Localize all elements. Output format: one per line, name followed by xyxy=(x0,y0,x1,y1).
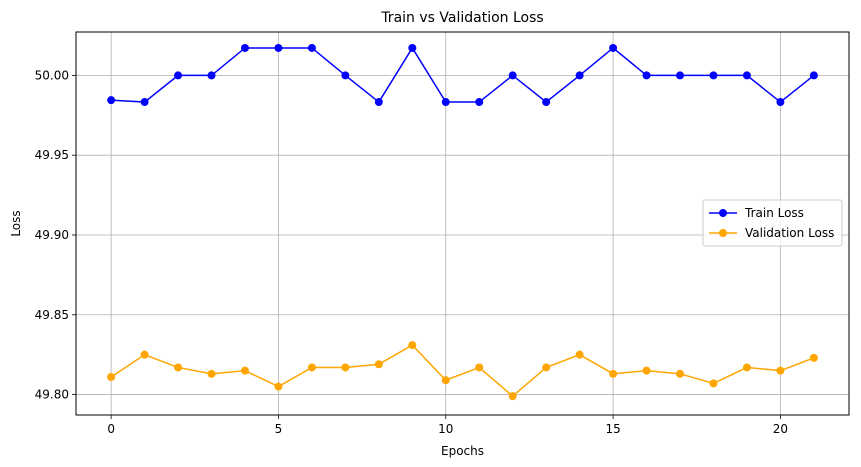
validation-loss-point xyxy=(207,369,216,378)
validation-loss-point xyxy=(374,360,383,369)
validation-loss-point xyxy=(609,369,618,378)
plot-frame xyxy=(75,31,850,416)
validation-loss-point xyxy=(274,382,283,391)
validation-loss-point xyxy=(140,350,149,359)
validation-loss-point xyxy=(408,341,417,350)
tick-layer: 0 5 10 15 20 49.80 49.85 49.90 49.95 50.00 xyxy=(35,68,788,436)
validation-loss-point xyxy=(542,363,551,372)
validation-loss-point xyxy=(508,392,517,401)
validation-loss-point xyxy=(575,350,584,359)
validation-loss-point xyxy=(475,363,484,372)
train-loss-point xyxy=(408,43,417,52)
train-loss-point xyxy=(742,71,751,80)
validation-loss-series xyxy=(107,341,818,401)
train-loss-point xyxy=(642,71,651,80)
series-layer xyxy=(107,43,818,401)
y-tick-label: 50.00 xyxy=(35,68,69,82)
legend: Train Loss Validation Loss xyxy=(702,199,843,247)
train-loss-point xyxy=(274,43,283,52)
validation-loss-point xyxy=(676,369,685,378)
y-tick-label: 49.95 xyxy=(35,148,69,162)
train-loss-point xyxy=(441,98,450,107)
legend-validation-loss-marker xyxy=(719,229,727,237)
train-loss-point xyxy=(307,43,316,52)
y-tick-label: 49.80 xyxy=(35,388,69,402)
validation-loss-point xyxy=(776,366,785,375)
train-loss-point xyxy=(508,71,517,80)
train-loss-point xyxy=(341,71,350,80)
x-tick-label: 20 xyxy=(773,422,788,436)
train-loss-line xyxy=(111,46,815,104)
y-tick-label: 49.85 xyxy=(35,308,69,322)
validation-loss-point xyxy=(240,366,249,375)
train-loss-point xyxy=(676,71,685,80)
train-loss-point xyxy=(575,71,584,80)
legend-entries: Train Loss Validation Loss xyxy=(709,206,834,240)
validation-loss-point xyxy=(174,363,183,372)
validation-loss-point xyxy=(642,366,651,375)
legend-train-loss-marker xyxy=(719,209,727,217)
chart-title: Train vs Validation Loss xyxy=(380,10,543,26)
train-loss-point xyxy=(207,71,216,80)
x-tick-label: 10 xyxy=(438,422,453,436)
x-tick-label: 0 xyxy=(107,422,115,436)
train-loss-point xyxy=(174,71,183,80)
train-loss-point xyxy=(609,43,618,52)
x-axis-label: Epochs xyxy=(441,444,484,458)
x-tick-label: 5 xyxy=(275,422,283,436)
y-axis-label: Loss xyxy=(9,210,23,236)
validation-loss-point xyxy=(107,373,116,382)
validation-loss-point xyxy=(809,353,818,362)
validation-loss-point xyxy=(709,379,718,388)
train-loss-point xyxy=(475,98,484,107)
train-loss-point xyxy=(776,98,785,107)
train-loss-point xyxy=(542,98,551,107)
legend-box xyxy=(702,199,843,247)
train-loss-point xyxy=(240,43,249,52)
legend-train-loss-label: Train Loss xyxy=(744,206,804,220)
train-loss-series xyxy=(107,43,818,107)
train-loss-point xyxy=(374,98,383,107)
validation-loss-line xyxy=(110,344,815,398)
train-loss-point xyxy=(140,98,149,107)
validation-loss-point xyxy=(441,376,450,385)
validation-loss-point xyxy=(742,363,751,372)
validation-loss-point xyxy=(341,363,350,372)
train-loss-point xyxy=(809,71,818,80)
train-loss-point xyxy=(107,96,116,105)
x-tick-label: 15 xyxy=(605,422,620,436)
validation-loss-point xyxy=(307,363,316,372)
legend-validation-loss-label: Validation Loss xyxy=(745,226,834,240)
train-loss-point xyxy=(709,71,718,80)
y-tick-label: 49.90 xyxy=(35,228,69,242)
